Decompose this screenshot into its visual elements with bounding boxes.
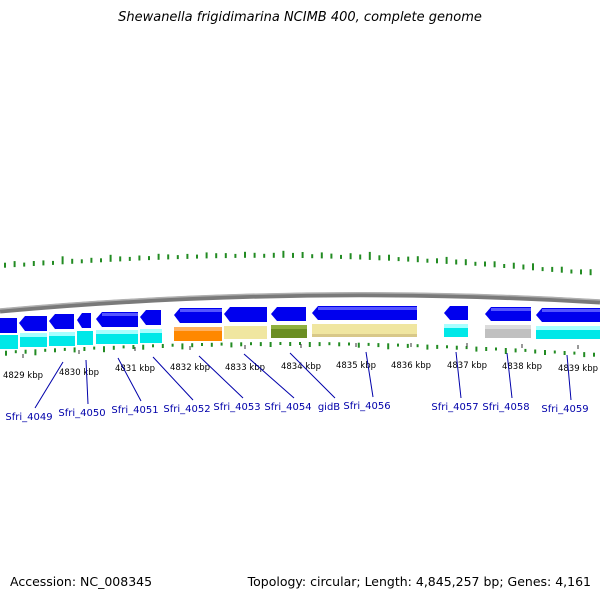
cds-feature[interactable] <box>224 326 267 339</box>
kbp-tick-label: 4836 kbp <box>391 361 431 371</box>
kbp-scale: 4829 kbp 4830 kbp 4831 kbp 4832 kbp 4833 kbp… <box>3 343 598 381</box>
cds-feature[interactable] <box>77 313 91 328</box>
gene-label[interactable]: Sfri_4057 <box>431 402 478 413</box>
cds-feature[interactable] <box>19 316 47 331</box>
gene-label-leader <box>34 361 64 409</box>
gene-label[interactable]: Sfri_4049 <box>5 412 52 423</box>
kbp-tick-label: 4829 kbp <box>3 371 43 381</box>
kbp-tick-label: 4833 kbp <box>225 363 265 373</box>
gene-label-leader <box>243 353 295 399</box>
feature-track <box>0 324 600 349</box>
gene-label[interactable]: Sfri_4059 <box>541 404 588 415</box>
cds-feature[interactable] <box>49 314 74 329</box>
gene-label-leader <box>289 352 336 399</box>
kbp-tick-label: 4831 kbp <box>115 364 155 374</box>
gene-label-leader <box>198 355 244 399</box>
genome-backbone <box>0 292 600 314</box>
cds-feature[interactable] <box>271 307 306 321</box>
cds-feature[interactable] <box>312 324 417 337</box>
gene-label[interactable]: Sfri_4053 <box>213 402 260 413</box>
kbp-tick-label: 4834 kbp <box>281 362 321 372</box>
map-title: Shewanella frigidimarina NCIMB 400, comp… <box>118 10 482 25</box>
gene-label-leader <box>117 357 142 402</box>
kbp-tick-label: 4832 kbp <box>170 363 210 373</box>
gc-skew-inner-track <box>5 342 595 358</box>
gene-label[interactable]: gidB <box>318 402 340 413</box>
summary-separator: ; <box>356 574 365 589</box>
genome-summary: Topology: circular; Length: 4,845,257 bp… <box>248 574 591 589</box>
kbp-tick-label: 4830 kbp <box>59 368 99 378</box>
length-text: Length: 4,845,257 bp <box>364 574 500 589</box>
cds-feature[interactable] <box>444 306 468 320</box>
gene-label[interactable]: Sfri_4058 <box>482 402 529 413</box>
topology-text: Topology: circular <box>247 574 357 589</box>
cds-feature[interactable] <box>0 335 18 349</box>
gc-skew-outer-track <box>4 250 592 276</box>
gene-labels: Sfri_4049 Sfri_4050 Sfri_4051 Sfri_4052 Sfri… <box>5 401 588 423</box>
gene-label-leader <box>85 359 89 405</box>
gene-label-leader <box>506 352 513 399</box>
gene-label[interactable]: Sfri_4052 <box>163 404 210 415</box>
gene-label-leaders <box>34 351 572 409</box>
genome-backbone-highlight <box>0 292 600 310</box>
gene-label-leader <box>455 351 462 399</box>
accession-text: Accession: NC_008345 <box>10 574 153 589</box>
kbp-tick-label: 4838 kbp <box>502 362 542 372</box>
kbp-tick-label: 4837 kbp <box>447 361 487 371</box>
summary-separator: ; <box>499 574 508 589</box>
gene-label-leader <box>566 354 572 401</box>
gene-label[interactable]: Sfri_4050 <box>58 408 105 419</box>
cds-feature[interactable] <box>224 307 267 322</box>
gene-label[interactable]: Sfri_4051 <box>111 405 158 416</box>
gene-label[interactable]: Sfri_4056 <box>343 401 390 412</box>
cds-feature[interactable] <box>140 310 161 325</box>
cds-track-blue <box>0 306 600 333</box>
gene-label-leader <box>365 351 374 398</box>
genes-count-text: Genes: 4,161 <box>507 574 591 589</box>
kbp-tick-label: 4835 kbp <box>336 361 376 371</box>
gene-label[interactable]: Sfri_4054 <box>264 402 311 413</box>
gene-label-leader <box>152 356 194 401</box>
cds-feature[interactable] <box>77 331 93 345</box>
kbp-tick-label: 4839 kbp <box>558 364 598 374</box>
cds-feature[interactable] <box>0 318 17 333</box>
